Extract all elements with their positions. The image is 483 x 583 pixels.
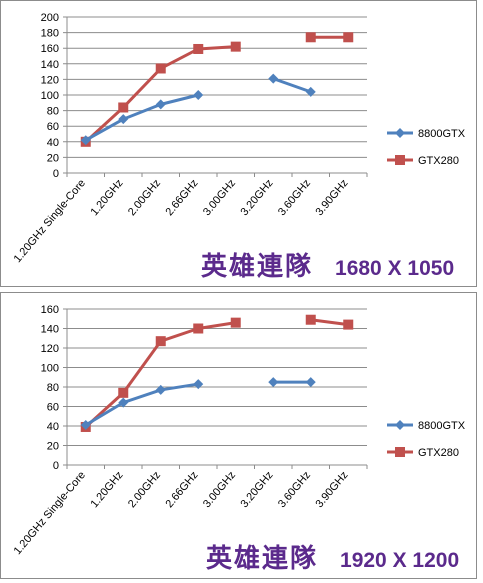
data-point-square (305, 32, 316, 43)
data-point-square (343, 319, 354, 330)
legend-marker-square (395, 155, 405, 165)
resolution-label: 1920 X 1200 (340, 549, 460, 572)
x-tick-label: 3.00GHz (201, 469, 238, 510)
gridlines: 0 20 40 60 80 100 120 140 160 180 200 (41, 12, 367, 180)
y-tick-label: 160 (41, 43, 59, 55)
y-tick-label: 40 (47, 137, 59, 149)
x-tick-label: 3.00GHz (201, 177, 238, 218)
y-tick-label: 100 (41, 363, 59, 375)
y-tick-label: 40 (47, 421, 59, 433)
x-tick-label: 3.20GHz (238, 469, 275, 510)
data-point-diamond (305, 377, 316, 388)
chart-caption: 英雄連隊 1920 X 1200 (206, 538, 459, 575)
data-point-square (155, 336, 166, 347)
data-point-square (193, 323, 204, 334)
data-point-diamond (268, 377, 279, 388)
y-tick-label: 60 (47, 402, 59, 414)
data-point-diamond (193, 90, 204, 100)
series-line (84, 382, 199, 427)
series-8800GTX (80, 73, 316, 146)
x-tick-label: 1.20GHz (88, 469, 125, 510)
line-chart-1680: 0 20 40 60 80 100 120 140 160 180 200 1.20GHz Singl… (12, 12, 466, 265)
game-title: 英雄連隊 (201, 251, 314, 281)
data-point-square (155, 63, 166, 74)
x-tick-label: 3.60GHz (276, 469, 313, 510)
y-tick-label: 180 (41, 28, 59, 40)
data-point-diamond (118, 397, 129, 408)
chart-caption: 英雄連隊 1680 X 1050 (201, 246, 454, 283)
series-GTX280 (80, 314, 354, 432)
y-tick-label: 20 (47, 152, 59, 164)
data-point-square (230, 41, 241, 52)
y-tick-label: 120 (41, 74, 59, 86)
x-tick-label: 3.90GHz (313, 469, 350, 510)
line-chart-1920: 0 20 40 60 80 100 120 140 160 1.20GHz Single-Core… (12, 304, 466, 557)
data-point-square (118, 102, 129, 113)
data-point-diamond (80, 420, 91, 431)
x-tick-label: 1.20GHz Single-Core (12, 177, 88, 265)
x-tick-label: 2.66GHz (163, 469, 200, 510)
legend: 8800GTX GTX280 (387, 420, 466, 459)
legend-label: GTX280 (418, 155, 459, 167)
y-tick-label: 160 (41, 304, 59, 316)
x-tick-label: 3.20GHz (238, 177, 275, 218)
chart-panel-1680: 0 20 40 60 80 100 120 140 160 180 200 1.20GHz Singl… (0, 0, 477, 287)
y-tick-label: 140 (41, 59, 59, 71)
resolution-label: 1680 X 1050 (335, 257, 455, 280)
game-title: 英雄連隊 (206, 543, 319, 573)
legend-marker-diamond (395, 128, 405, 138)
data-point-diamond (155, 99, 166, 110)
x-tick-label: 3.90GHz (313, 177, 350, 218)
data-point-square (305, 314, 316, 325)
data-point-diamond (305, 86, 316, 97)
y-tick-label: 60 (47, 121, 59, 133)
y-tick-label: 0 (53, 168, 59, 180)
chart-panel-1920: 0 20 40 60 80 100 120 140 160 1.20GHz Single-Core… (0, 292, 477, 579)
data-point-square (230, 317, 241, 328)
y-tick-label: 80 (47, 382, 59, 394)
y-tick-label: 20 (47, 441, 59, 453)
data-point-square (193, 43, 204, 54)
y-tick-label: 120 (41, 343, 59, 355)
legend-label: 8800GTX (418, 420, 466, 432)
gridlines: 0 20 40 60 80 100 120 140 160 (41, 304, 367, 472)
data-point-square (343, 32, 354, 43)
legend-marker-square (395, 447, 405, 457)
data-point-diamond (155, 384, 166, 395)
x-tick-label: 1.20GHz Single-Core (12, 469, 88, 557)
legend-label: 8800GTX (418, 128, 466, 140)
y-tick-label: 0 (53, 460, 59, 472)
data-point-diamond (118, 114, 129, 125)
x-tick-label: 2.00GHz (126, 177, 163, 218)
x-tick-label: 3.60GHz (276, 177, 313, 218)
series-line (310, 318, 349, 327)
x-tick-label: 2.66GHz (163, 177, 200, 218)
y-tick-label: 140 (41, 324, 59, 336)
series-line (272, 77, 312, 94)
y-tick-label: 80 (47, 106, 59, 118)
data-point-square (118, 387, 129, 398)
x-tick-label: 2.00GHz (126, 469, 163, 510)
y-tick-label: 200 (41, 12, 59, 24)
series-line (85, 93, 199, 142)
data-point-diamond (80, 135, 91, 146)
y-tick-label: 100 (41, 90, 59, 102)
data-point-diamond (268, 73, 279, 84)
data-point-diamond (193, 379, 204, 390)
x-tick-label: 1.20GHz (88, 177, 125, 218)
legend-marker-diamond (395, 420, 405, 430)
series-8800GTX (80, 377, 316, 431)
legend-label: GTX280 (418, 447, 459, 459)
legend: 8800GTX GTX280 (387, 128, 466, 167)
